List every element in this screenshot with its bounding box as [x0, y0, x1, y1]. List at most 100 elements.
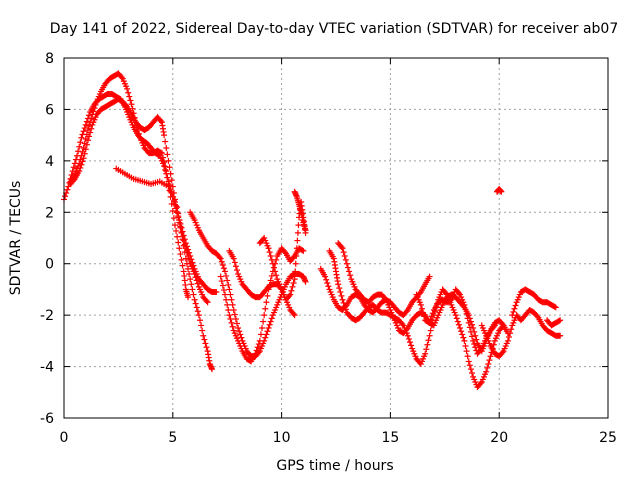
series-arc-16	[544, 317, 564, 329]
data-point	[323, 276, 330, 283]
data-point	[171, 222, 178, 229]
data-point	[486, 357, 493, 364]
data-point	[293, 253, 300, 259]
data-point	[169, 208, 176, 214]
data-point	[230, 307, 237, 313]
data-point	[181, 241, 188, 248]
data-point	[257, 331, 264, 338]
data-point	[466, 324, 473, 331]
data-point	[166, 187, 173, 194]
data-point	[176, 217, 183, 223]
data-point	[255, 341, 262, 348]
data-point	[203, 298, 210, 304]
data-point	[158, 150, 165, 157]
data-point	[191, 271, 198, 277]
data-point	[76, 143, 83, 150]
data-point	[178, 229, 185, 236]
data-point	[90, 108, 97, 115]
data-point	[125, 89, 132, 96]
data-point	[556, 317, 563, 324]
data-point	[252, 350, 259, 357]
data-point	[299, 247, 306, 254]
data-point	[292, 268, 299, 275]
data-point	[442, 290, 449, 297]
x-tick-label: 20	[490, 430, 508, 446]
data-point	[161, 159, 168, 166]
data-point	[76, 168, 83, 175]
data-point	[341, 253, 348, 259]
data-point	[219, 262, 226, 268]
series-arc-9	[291, 188, 309, 234]
data-point	[465, 319, 472, 326]
data-point	[266, 249, 273, 256]
data-point	[236, 328, 243, 335]
data-point	[264, 328, 271, 335]
data-point	[336, 285, 343, 292]
data-point	[181, 249, 188, 256]
data-point	[325, 283, 332, 290]
data-point	[292, 260, 299, 267]
data-point	[471, 341, 478, 348]
x-tick-label: 5	[168, 430, 177, 446]
data-point	[64, 186, 71, 193]
data-point	[157, 149, 164, 156]
data-point	[464, 315, 471, 322]
data-point	[222, 268, 229, 275]
data-point	[455, 321, 462, 328]
data-point	[228, 319, 235, 326]
data-point	[268, 272, 275, 279]
x-tick-label: 0	[60, 430, 69, 446]
y-tick-label: 6	[45, 102, 54, 118]
data-point	[418, 305, 425, 312]
data-point	[509, 312, 516, 319]
data-point	[174, 233, 181, 240]
data-point	[223, 296, 230, 303]
data-point	[170, 215, 177, 222]
data-point	[80, 128, 87, 135]
data-point	[427, 327, 434, 334]
data-point	[188, 281, 195, 288]
data-point	[191, 296, 198, 303]
data-point	[322, 273, 329, 280]
data-point	[335, 281, 342, 288]
data-point	[266, 321, 273, 328]
data-point	[231, 259, 238, 266]
data-point	[183, 260, 190, 267]
data-point	[81, 150, 88, 157]
data-point	[487, 353, 494, 360]
data-point	[302, 278, 309, 285]
data-point	[220, 265, 227, 272]
data-point	[261, 312, 268, 319]
data-point	[237, 331, 244, 338]
data-point	[222, 291, 229, 298]
data-point	[192, 274, 199, 281]
x-tick-label: 25	[599, 430, 617, 446]
data-point	[339, 296, 346, 303]
data-point	[512, 302, 519, 309]
series-arc-5	[187, 209, 309, 360]
series-arc-1	[61, 91, 220, 295]
series-arc-12	[335, 240, 511, 355]
data-point	[165, 157, 172, 164]
data-point	[263, 299, 270, 306]
data-point	[199, 327, 206, 334]
data-point	[467, 366, 474, 373]
data-point	[232, 263, 239, 270]
data-point	[174, 204, 181, 211]
data-point	[552, 304, 559, 311]
data-point	[288, 287, 295, 294]
data-point	[80, 155, 87, 162]
data-point	[62, 193, 69, 200]
data-point	[201, 336, 208, 343]
data-point	[229, 301, 236, 308]
data-point	[195, 312, 202, 319]
data-point	[458, 328, 465, 335]
data-point	[136, 130, 143, 137]
data-point	[510, 308, 517, 315]
data-point	[170, 190, 177, 196]
data-point	[228, 296, 235, 303]
data-points	[61, 70, 564, 391]
data-point	[75, 148, 82, 155]
series-arc-4	[113, 165, 215, 373]
data-point	[459, 331, 466, 338]
